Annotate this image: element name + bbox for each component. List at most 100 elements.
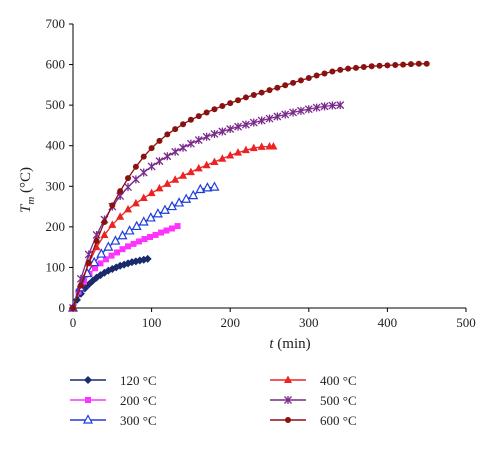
- data-point: [96, 248, 107, 258]
- data-point: [202, 160, 211, 169]
- data-point: [147, 162, 156, 171]
- series-5: [70, 60, 430, 311]
- data-point: [257, 116, 266, 125]
- legend-item: 400 °C: [270, 373, 357, 388]
- data-point: [289, 108, 298, 117]
- data-point: [117, 188, 124, 195]
- y-tick-label: 500: [46, 97, 66, 112]
- data-point: [103, 256, 110, 263]
- legend-marker: [84, 376, 92, 384]
- data-point: [139, 168, 148, 177]
- data-point: [194, 136, 203, 145]
- data-point: [203, 109, 210, 116]
- legend: 120 °C 200 °C 300 °C 400 °C 500 °C 600 °C: [70, 373, 357, 428]
- data-point: [171, 175, 180, 183]
- data-point: [139, 193, 148, 202]
- legend-item: 300 °C: [70, 413, 157, 428]
- data-point: [108, 220, 117, 228]
- legend-marker: [85, 397, 91, 403]
- data-point: [155, 183, 164, 192]
- data-point: [89, 256, 100, 267]
- data-point: [376, 62, 383, 69]
- data-point: [234, 122, 243, 131]
- data-point: [138, 216, 149, 226]
- data-point: [345, 65, 352, 72]
- legend-item: 600 °C: [270, 413, 357, 428]
- legend-marker: [83, 414, 93, 424]
- data-point: [304, 105, 313, 114]
- data-point: [337, 66, 344, 73]
- data-point: [76, 274, 85, 283]
- data-point: [281, 110, 290, 119]
- data-point: [242, 94, 249, 101]
- y-tick-label: 100: [46, 259, 66, 274]
- legend-label: 300 °C: [120, 413, 157, 428]
- data-point: [320, 102, 329, 111]
- data-point: [400, 61, 407, 68]
- data-point: [296, 106, 305, 115]
- data-point: [145, 212, 156, 222]
- data-point: [218, 127, 227, 136]
- data-point: [423, 60, 430, 67]
- data-point: [174, 197, 185, 207]
- data-point: [132, 163, 139, 170]
- data-point: [159, 204, 170, 214]
- y-axis-label-unit: (°C): [18, 167, 34, 197]
- x-axis-label-unit: (min): [274, 336, 311, 352]
- data-point: [167, 200, 178, 211]
- data-point: [226, 150, 235, 159]
- legend-label: 120 °C: [120, 373, 157, 388]
- data-point: [114, 249, 121, 256]
- data-point: [124, 225, 135, 235]
- data-point: [210, 129, 219, 138]
- data-point: [147, 188, 156, 197]
- data-point: [235, 97, 242, 104]
- data-point: [109, 202, 116, 209]
- data-point: [125, 175, 132, 182]
- data-point: [101, 218, 108, 225]
- data-point: [274, 84, 281, 91]
- data-point: [148, 145, 155, 152]
- data-point: [131, 175, 140, 184]
- legend-marker: [284, 396, 292, 404]
- x-tick-label: 400: [378, 315, 398, 330]
- data-point: [195, 183, 206, 194]
- data-point: [110, 235, 121, 245]
- data-point: [163, 152, 172, 161]
- data-point: [171, 147, 180, 156]
- data-point: [140, 153, 147, 160]
- y-tick-label: 400: [46, 138, 66, 153]
- data-point: [234, 148, 243, 156]
- data-point: [219, 102, 226, 109]
- data-point: [297, 77, 304, 84]
- data-point: [312, 103, 321, 112]
- data-point: [92, 230, 101, 239]
- data-point: [181, 193, 192, 203]
- data-point: [77, 282, 84, 289]
- legend-label: 500 °C: [320, 393, 357, 408]
- data-point: [117, 230, 128, 240]
- data-point: [169, 225, 176, 232]
- x-tick-label: 100: [142, 315, 162, 330]
- data-point: [97, 260, 104, 267]
- data-point: [392, 61, 399, 68]
- data-point: [211, 106, 218, 113]
- data-point: [124, 183, 132, 192]
- data-point: [195, 113, 202, 120]
- data-point: [218, 154, 227, 162]
- x-tick-label: 0: [70, 315, 77, 330]
- x-tick-label: 200: [220, 315, 240, 330]
- data-point: [258, 89, 265, 96]
- data-point: [187, 116, 194, 123]
- data-point: [209, 181, 220, 191]
- data-point: [329, 68, 336, 75]
- data-point: [125, 243, 132, 250]
- data-point: [415, 60, 422, 67]
- data-point: [186, 139, 195, 148]
- data-point: [158, 229, 165, 236]
- data-point: [172, 126, 179, 133]
- x-tick-label: 500: [456, 315, 476, 330]
- legend-item: 500 °C: [270, 393, 357, 408]
